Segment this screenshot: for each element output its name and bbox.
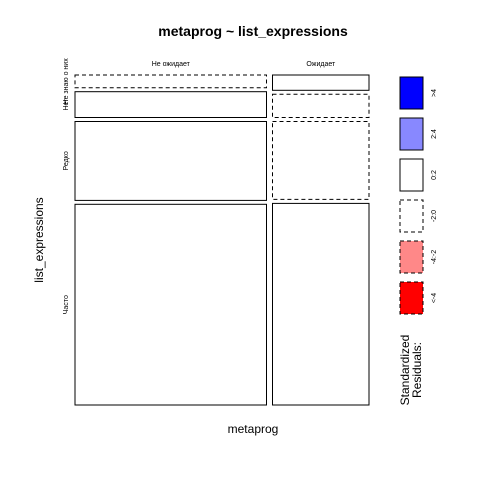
legend-swatch-4 [399, 240, 424, 274]
legend: >4 2:4 0:2 -2:0 -4:-2 <-4 [399, 76, 438, 315]
legend-title-line2: Residuals: [410, 342, 424, 398]
mosaic-cell-1-0 [272, 74, 370, 91]
row-label-0: Не знаю о них [63, 58, 70, 105]
mosaic-cell-1-1 [272, 93, 370, 119]
column-label-1: Ожидает [306, 61, 336, 68]
legend-label-2: 0:2 [431, 170, 438, 180]
row-label-1: Нет [63, 98, 70, 111]
mosaic-cell-0-1 [74, 91, 267, 118]
y-axis-label: list_expressions [32, 197, 46, 282]
mosaic-cell-0-2 [74, 121, 267, 201]
legend-title-line1: Standardized [398, 335, 412, 406]
legend-label-5: <-4 [431, 293, 438, 303]
legend-label-4: -4:-2 [431, 250, 438, 265]
row-label-2: Редко [63, 151, 70, 170]
legend-swatch-1 [399, 117, 424, 151]
mosaic-cell-1-3 [272, 202, 370, 406]
legend-swatch-3 [399, 199, 424, 233]
mosaic-cells [74, 74, 370, 406]
legend-swatch-0 [399, 76, 424, 110]
column-labels: Не ожидает Ожидает [152, 61, 336, 68]
legend-swatch-2 [399, 158, 424, 192]
mosaic-cell-0-3 [74, 203, 267, 406]
mosaic-cell-1-2 [272, 121, 370, 200]
column-label-0: Не ожидает [152, 61, 191, 68]
mosaic-cell-0-0 [74, 74, 267, 89]
chart-title: metaprog ~ list_expressions [158, 23, 348, 39]
legend-swatch-5 [399, 281, 424, 315]
row-label-3: Часто [63, 295, 70, 314]
legend-label-3: -2:0 [431, 210, 438, 222]
legend-label-0: >4 [431, 89, 438, 97]
x-axis-label: metaprog [228, 422, 279, 436]
legend-label-1: 2:4 [431, 129, 438, 139]
